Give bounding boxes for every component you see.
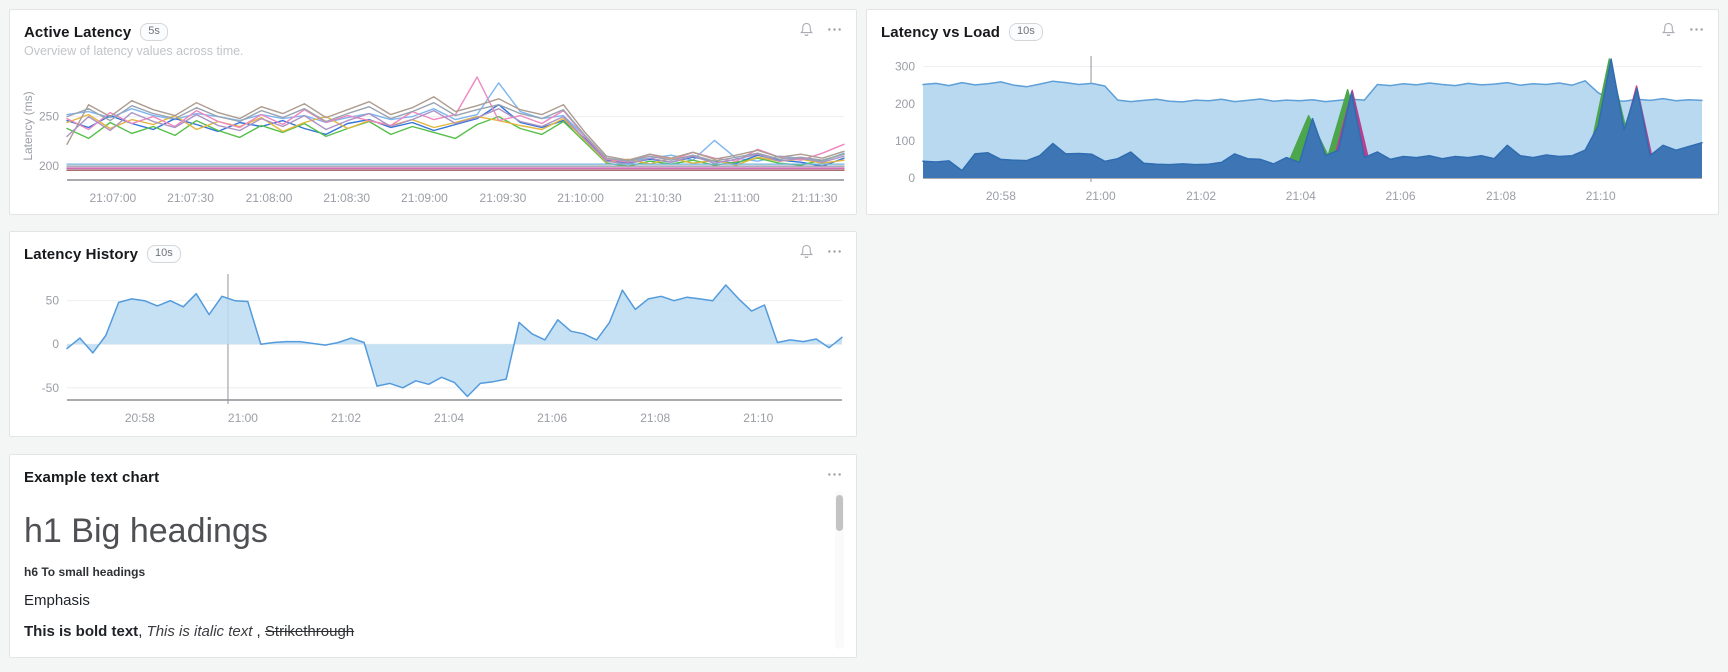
ellipsis-menu-icon[interactable]: [1689, 22, 1704, 37]
svg-text:20:58: 20:58: [125, 411, 155, 425]
latency-vs-load-chart[interactable]: 0 100 200 300 20:58 21:00 21:02 21:04 21:06 21:08…: [875, 54, 1712, 206]
svg-text:21:02: 21:02: [331, 411, 361, 425]
svg-text:50: 50: [46, 294, 60, 308]
scrollbar-thumb[interactable]: [836, 495, 843, 531]
svg-text:21:07:30: 21:07:30: [167, 191, 214, 205]
svg-text:0: 0: [908, 171, 915, 185]
bold-text: This is bold text: [24, 623, 139, 641]
svg-text:21:09:30: 21:09:30: [480, 191, 527, 205]
svg-text:21:08:00: 21:08:00: [246, 191, 293, 205]
strikethrough-text: Strikethrough: [264, 623, 355, 641]
svg-text:21:10:30: 21:10:30: [635, 191, 682, 205]
rich-text-line: This is bold text, This is italic text ,…: [24, 623, 822, 640]
svg-text:21:11:00: 21:11:00: [714, 191, 760, 205]
panel-header: Latency vs Load 10s: [881, 20, 1704, 44]
ellipsis-menu-icon[interactable]: [827, 467, 842, 482]
panel-description: Overview of latency values across time.: [24, 44, 244, 58]
ellipsis-menu-icon[interactable]: [827, 244, 842, 259]
svg-text:21:09:00: 21:09:00: [401, 191, 448, 205]
panel-header: Example text chart: [24, 465, 842, 489]
bell-icon[interactable]: [799, 244, 814, 259]
panel-active-latency: Active Latency 5s Overview of latency va…: [9, 9, 857, 215]
svg-text:20:58: 20:58: [986, 189, 1016, 203]
svg-text:21:06: 21:06: [1386, 189, 1416, 203]
panel-header: Active Latency 5s: [24, 20, 842, 44]
svg-text:21:06: 21:06: [537, 411, 567, 425]
svg-text:100: 100: [895, 134, 915, 148]
svg-text:300: 300: [895, 60, 915, 74]
refresh-interval-badge: 10s: [147, 245, 181, 263]
separator: ,: [138, 623, 147, 641]
panel-title[interactable]: Latency vs Load: [881, 23, 1001, 41]
ellipsis-menu-icon[interactable]: [827, 22, 842, 37]
refresh-interval-badge: 5s: [140, 23, 168, 41]
svg-text:21:08: 21:08: [640, 411, 670, 425]
italic-text: This is italic text: [146, 623, 253, 641]
svg-text:21:10: 21:10: [1586, 189, 1616, 203]
svg-text:21:08: 21:08: [1486, 189, 1516, 203]
svg-text:21:11:30: 21:11:30: [792, 191, 838, 205]
svg-text:200: 200: [895, 97, 915, 111]
svg-text:21:00: 21:00: [1086, 189, 1116, 203]
svg-text:-50: -50: [42, 381, 60, 395]
latency-history-chart[interactable]: -50 0 50 20:58 21:00 21:02 21:04 21:06 21:08 21:1…: [18, 268, 850, 430]
svg-text:Latency (ms): Latency (ms): [21, 91, 35, 160]
svg-text:250: 250: [39, 110, 59, 124]
panel-latency-history: Latency History 10s -50 0 50 20:58 21:00 21:0…: [9, 231, 857, 437]
text-panel-content: h1 Big headings h6 To small headings Emp…: [24, 495, 822, 649]
svg-text:21:10: 21:10: [743, 411, 773, 425]
heading-h1: h1 Big headings: [24, 512, 268, 550]
svg-text:21:07:00: 21:07:00: [89, 191, 136, 205]
panel-title[interactable]: Latency History: [24, 245, 139, 263]
panel-latency-vs-load: Latency vs Load 10s 0 100 200 300 20:58 21:00…: [866, 9, 1719, 215]
heading-h6: h6 To small headings: [24, 565, 146, 580]
svg-text:21:08:30: 21:08:30: [323, 191, 370, 205]
svg-text:21:00: 21:00: [228, 411, 258, 425]
scrollbar-track[interactable]: [835, 491, 844, 649]
svg-text:21:10:00: 21:10:00: [557, 191, 604, 205]
panel-title[interactable]: Example text chart: [24, 468, 160, 486]
svg-text:21:02: 21:02: [1186, 189, 1216, 203]
bell-icon[interactable]: [1661, 22, 1676, 37]
separator: ,: [252, 623, 265, 641]
emphasis-text: Emphasis: [24, 592, 90, 610]
svg-text:21:04: 21:04: [1286, 189, 1316, 203]
panel-header: Latency History 10s: [24, 242, 842, 266]
svg-text:200: 200: [39, 159, 59, 173]
panel-title[interactable]: Active Latency: [24, 23, 132, 41]
active-latency-chart[interactable]: 200 250 21:07:00 21:07:30 21:08:00 21:08:30 21…: [18, 62, 852, 208]
bell-icon[interactable]: [799, 22, 814, 37]
svg-text:21:04: 21:04: [434, 411, 464, 425]
refresh-interval-badge: 10s: [1009, 23, 1043, 41]
svg-text:0: 0: [52, 337, 59, 351]
panel-text-chart: Example text chart h1 Big headings h6 To…: [9, 454, 857, 658]
